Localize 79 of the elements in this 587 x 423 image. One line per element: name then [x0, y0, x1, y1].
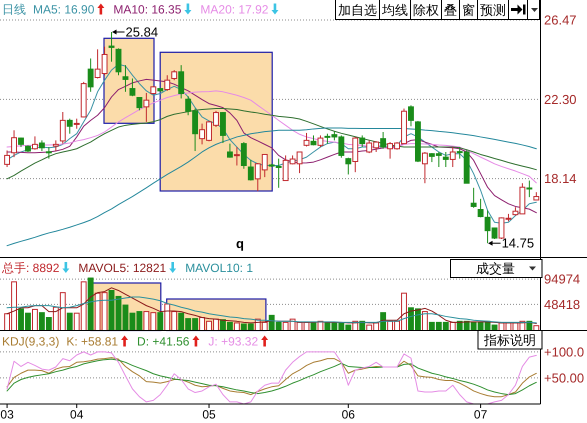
- candlestick: [352, 136, 358, 173]
- candlestick: [164, 74, 170, 92]
- candlestick: [304, 132, 310, 147]
- y-tick-label: +100.0: [544, 344, 584, 360]
- x-tick-label: 05: [202, 408, 216, 422]
- line-series: [6, 351, 537, 404]
- bar: [234, 322, 240, 331]
- text: MA5: 16.90: [33, 2, 95, 16]
- candlestick: [470, 187, 477, 208]
- candlestick: [108, 31, 114, 62]
- candlestick: [11, 130, 17, 158]
- x-tick-label: 06: [342, 408, 356, 422]
- series-label: MAVOL5: 12821: [78, 261, 167, 275]
- candlestick: [442, 151, 449, 168]
- candlestick: [18, 137, 24, 148]
- y-tick-label: 22.30: [544, 92, 577, 107]
- annotation: 窗: [462, 2, 475, 18]
- candlestick: [380, 131, 386, 150]
- series-label: 总手: 8892: [1, 261, 60, 275]
- bar: [422, 311, 428, 331]
- chart-title: KDJ(9,3,3): [2, 334, 60, 348]
- candlestick: [450, 146, 456, 168]
- x-tick-label: 07: [474, 408, 488, 422]
- y-tick-label: 94974: [544, 272, 580, 287]
- candlestick: [178, 64, 184, 99]
- bar: [157, 312, 164, 331]
- text: MAVOL10: 1: [185, 261, 254, 275]
- candlestick: [226, 143, 233, 158]
- text: MA20: 17.92: [200, 2, 269, 16]
- line-series: [6, 296, 537, 324]
- series-label: K: +58.81: [66, 334, 118, 348]
- candlestick: [116, 48, 122, 76]
- annotation: 14.75: [502, 236, 534, 251]
- line-series: [6, 287, 537, 324]
- annotation: 指标说明: [483, 332, 536, 348]
- candlestick: [122, 64, 128, 92]
- candlestick: [4, 150, 10, 168]
- chart-title: 日线: [2, 2, 26, 16]
- candlestick: [52, 140, 59, 152]
- annotation: 25.84: [126, 24, 158, 40]
- bar: [533, 325, 540, 331]
- bar: [88, 278, 94, 331]
- y-tick-label: 18.14: [544, 171, 577, 186]
- bar: [66, 312, 73, 331]
- text: MA10: 16.35: [113, 2, 182, 16]
- candlestick: [234, 146, 240, 166]
- candlestick: [248, 159, 254, 182]
- bar: [32, 308, 38, 331]
- x-tick-label: 03: [0, 408, 14, 422]
- candlestick: [88, 58, 94, 92]
- annotation: 叠: [444, 2, 457, 18]
- candlestick: [60, 111, 66, 144]
- candlestick: [345, 157, 352, 175]
- annotation: q: [236, 236, 244, 251]
- candlestick: [129, 78, 136, 97]
- candlestick: [74, 118, 80, 130]
- candlestick: [318, 134, 324, 148]
- annotation: 成交量: [476, 261, 515, 276]
- candlestick: [359, 134, 366, 148]
- candlestick: [526, 180, 532, 198]
- text: J: +93.32: [208, 334, 258, 348]
- candlestick: [38, 140, 45, 152]
- candlestick: [136, 97, 142, 111]
- candlestick: [143, 92, 150, 122]
- candlestick: [46, 146, 52, 160]
- y-tick-label: 26.47: [544, 12, 577, 28]
- y-tick-label: 48418: [544, 296, 580, 312]
- y-tick-label: +50.00: [544, 370, 584, 386]
- candlestick: [422, 151, 428, 184]
- candlestick: [171, 70, 178, 81]
- x-tick-label: 04: [70, 408, 84, 422]
- candlestick: [66, 118, 73, 134]
- series-label: D: +41.56: [137, 334, 190, 348]
- candlestick: [478, 198, 484, 218]
- candlestick: [408, 104, 414, 127]
- candlestick: [220, 111, 226, 144]
- candlestick: [32, 136, 38, 150]
- candlestick: [310, 134, 316, 146]
- candlestick: [240, 142, 247, 170]
